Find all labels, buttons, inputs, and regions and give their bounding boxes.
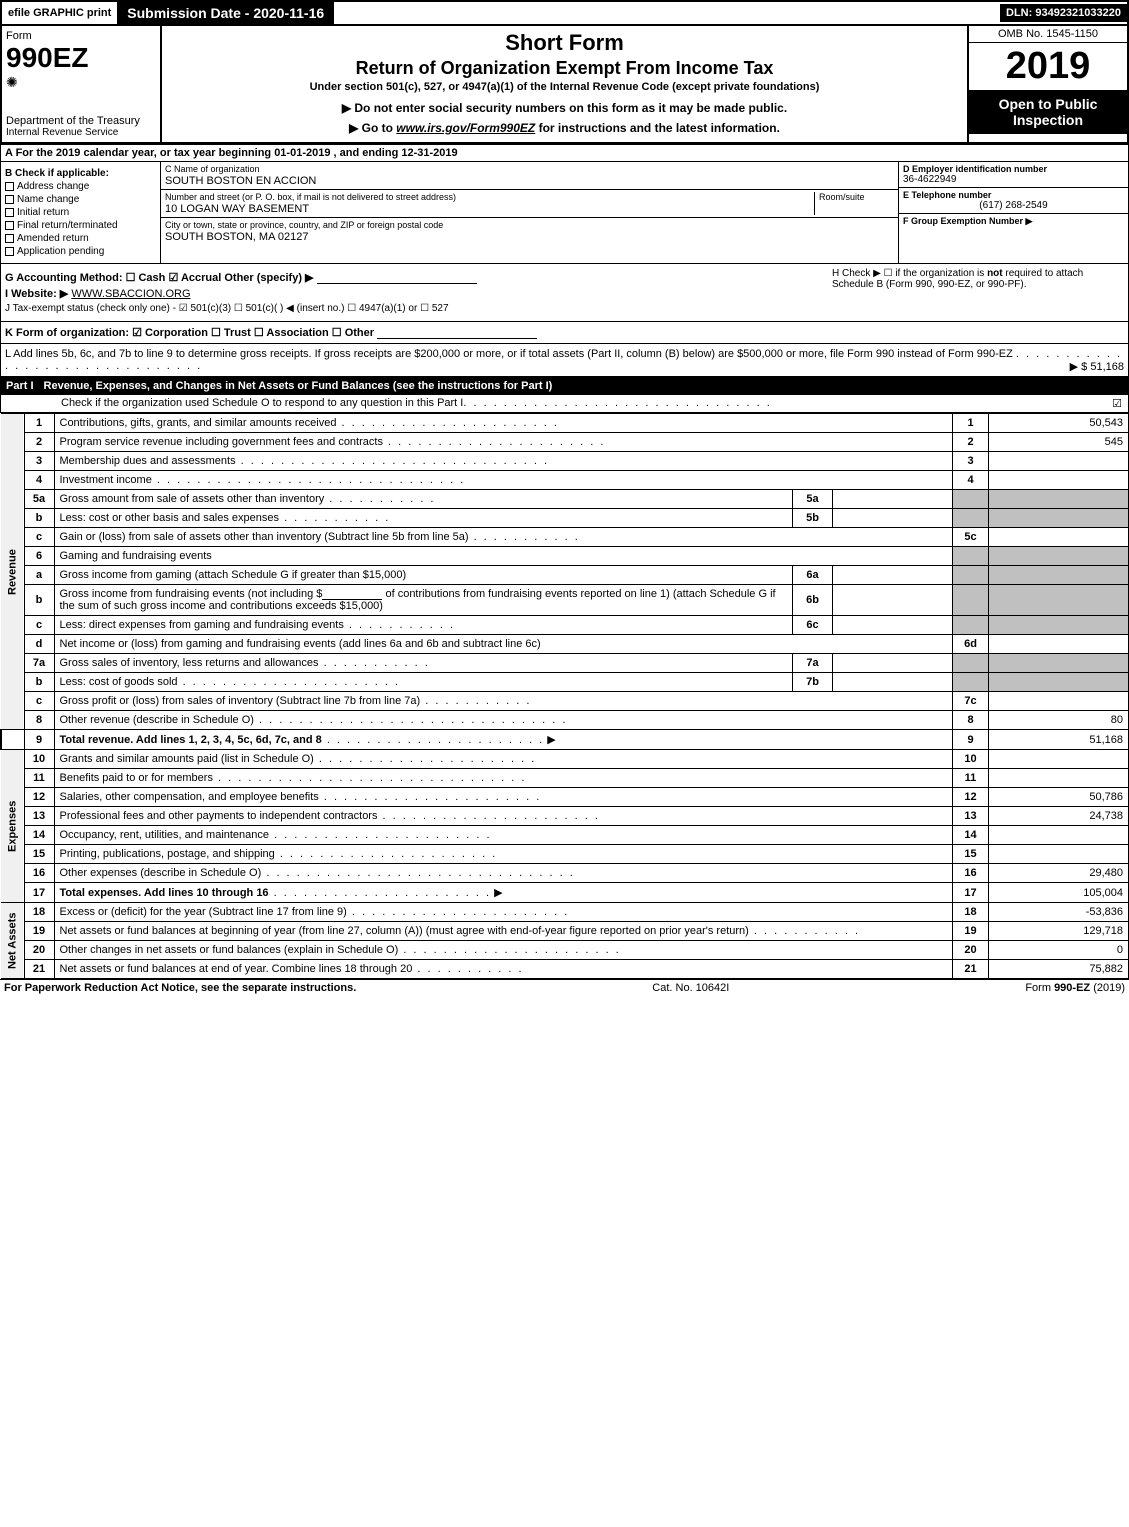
boxes-def: D Employer identification number 36-4622…: [898, 162, 1128, 263]
box-b-label: B Check if applicable:: [5, 168, 156, 179]
open-public: Open to Public Inspection: [969, 90, 1127, 134]
box-b-item[interactable]: Final return/terminated: [5, 220, 156, 231]
city-label: City or town, state or province, country…: [165, 220, 894, 230]
line-17-val: 105,004: [989, 883, 1129, 903]
gross-receipts: ▶ $ 51,168: [1070, 360, 1124, 373]
part-1-table: Revenue 1 Contributions, gifts, grants, …: [0, 413, 1129, 979]
box-d-label: D Employer identification number: [903, 164, 1124, 174]
box-b-item[interactable]: Address change: [5, 181, 156, 192]
efile-label[interactable]: efile GRAPHIC print: [2, 4, 117, 22]
expenses-label: Expenses: [1, 750, 24, 903]
box-c: C Name of organization SOUTH BOSTON EN A…: [161, 162, 898, 263]
line-12-val: 50,786: [989, 788, 1129, 807]
line-19-val: 129,718: [989, 922, 1129, 941]
box-b-item[interactable]: Application pending: [5, 246, 156, 257]
line-9-val: 51,168: [989, 730, 1129, 750]
form-ref: Form Form 990-EZ (2019)990-EZ (2019): [1025, 982, 1125, 994]
box-k: K Form of organization: ☑ Corporation ☐ …: [0, 322, 1129, 344]
line-3-val: [989, 452, 1129, 471]
line-5c-val: [989, 528, 1129, 547]
header-right: OMB No. 1545-1150 2019 Open to Public In…: [967, 26, 1127, 142]
page-footer: For Paperwork Reduction Act Notice, see …: [0, 979, 1129, 996]
box-i: I Website: ▶ WWW.SBACCION.ORG: [5, 287, 824, 300]
box-f-label: F Group Exemption Number ▶: [903, 216, 1124, 227]
line-8-val: 80: [989, 711, 1129, 730]
website-link[interactable]: WWW.SBACCION.ORG: [71, 288, 190, 300]
paperwork-notice: For Paperwork Reduction Act Notice, see …: [4, 982, 356, 994]
box-g: G Accounting Method: ☐ Cash ☑ Accrual Ot…: [5, 271, 824, 284]
org-name: SOUTH BOSTON EN ACCION: [165, 175, 894, 187]
revenue-label: Revenue: [1, 414, 24, 730]
telephone: (617) 268-2549: [903, 200, 1124, 211]
section-a-tax-year: A For the 2019 calendar year, or tax yea…: [0, 144, 1129, 162]
ein: 36-4622949: [903, 174, 1124, 185]
part-1-header: Part I Revenue, Expenses, and Changes in…: [0, 377, 1129, 395]
part-num: Part I: [6, 380, 34, 392]
box-j: J Tax-exempt status (check only one) - ☑…: [5, 303, 824, 314]
line-18-val: -53,836: [989, 903, 1129, 922]
irs-link[interactable]: www.irs.gov/Form990EZ: [396, 121, 535, 135]
schedule-o-check[interactable]: ☑: [1112, 397, 1122, 410]
line-1-val: 50,543: [989, 414, 1129, 433]
irs: Internal Revenue Service: [6, 127, 156, 138]
dln: DLN: 93492321033220: [1000, 4, 1127, 22]
line-11-val: [989, 769, 1129, 788]
line-10-val: [989, 750, 1129, 769]
box-b-item[interactable]: Name change: [5, 194, 156, 205]
city: SOUTH BOSTON, MA 02127: [165, 231, 894, 243]
top-bar: efile GRAPHIC print Submission Date - 20…: [0, 0, 1129, 26]
line-21-val: 75,882: [989, 960, 1129, 979]
title-short-form: Short Form: [170, 30, 959, 56]
tax-year: 2019: [969, 43, 1127, 90]
part-1-subhead: Check if the organization used Schedule …: [0, 395, 1129, 413]
line-15-val: [989, 845, 1129, 864]
omb-number: OMB No. 1545-1150: [969, 26, 1127, 43]
line-14-val: [989, 826, 1129, 845]
ssn-warning: ▶ Do not enter social security numbers o…: [170, 101, 959, 115]
meta-block: G Accounting Method: ☐ Cash ☑ Accrual Ot…: [0, 264, 1129, 322]
line-20-val: 0: [989, 941, 1129, 960]
box-b: B Check if applicable: Address change Na…: [1, 162, 161, 263]
part-title: Revenue, Expenses, and Changes in Net As…: [44, 380, 553, 392]
header-left: Form 990EZ ✺ Department of the Treasury …: [2, 26, 162, 142]
cat-no: Cat. No. 10642I: [356, 982, 1025, 994]
org-name-label: C Name of organization: [165, 164, 894, 174]
subtitle: Under section 501(c), 527, or 4947(a)(1)…: [170, 81, 959, 93]
form-header: Form 990EZ ✺ Department of the Treasury …: [0, 26, 1129, 144]
line-6d-val: [989, 635, 1129, 654]
info-block: B Check if applicable: Address change Na…: [0, 162, 1129, 264]
header-center: Short Form Return of Organization Exempt…: [162, 26, 967, 142]
box-h: H Check ▶ ☐ if the organization is not r…: [824, 268, 1124, 317]
submission-date: Submission Date - 2020-11-16: [117, 2, 334, 24]
box-b-item[interactable]: Amended return: [5, 233, 156, 244]
form-label: Form: [6, 30, 156, 42]
line-2-val: 545: [989, 433, 1129, 452]
net-assets-label: Net Assets: [1, 903, 24, 979]
form-number: 990EZ: [6, 42, 156, 74]
department: Department of the Treasury: [6, 115, 156, 127]
instructions-link-row: ▶ Go to www.irs.gov/Form990EZ for instru…: [170, 121, 959, 135]
room-label: Room/suite: [819, 192, 894, 202]
line-7c-val: [989, 692, 1129, 711]
box-l: L Add lines 5b, 6c, and 7b to line 9 to …: [0, 344, 1129, 377]
box-b-item[interactable]: Initial return: [5, 207, 156, 218]
box-e-label: E Telephone number: [903, 190, 1124, 200]
line-4-val: [989, 471, 1129, 490]
line-16-val: 29,480: [989, 864, 1129, 883]
title-return: Return of Organization Exempt From Incom…: [170, 58, 959, 79]
addr-label: Number and street (or P. O. box, if mail…: [165, 192, 814, 202]
addr: 10 LOGAN WAY BASEMENT: [165, 203, 814, 215]
line-13-val: 24,738: [989, 807, 1129, 826]
